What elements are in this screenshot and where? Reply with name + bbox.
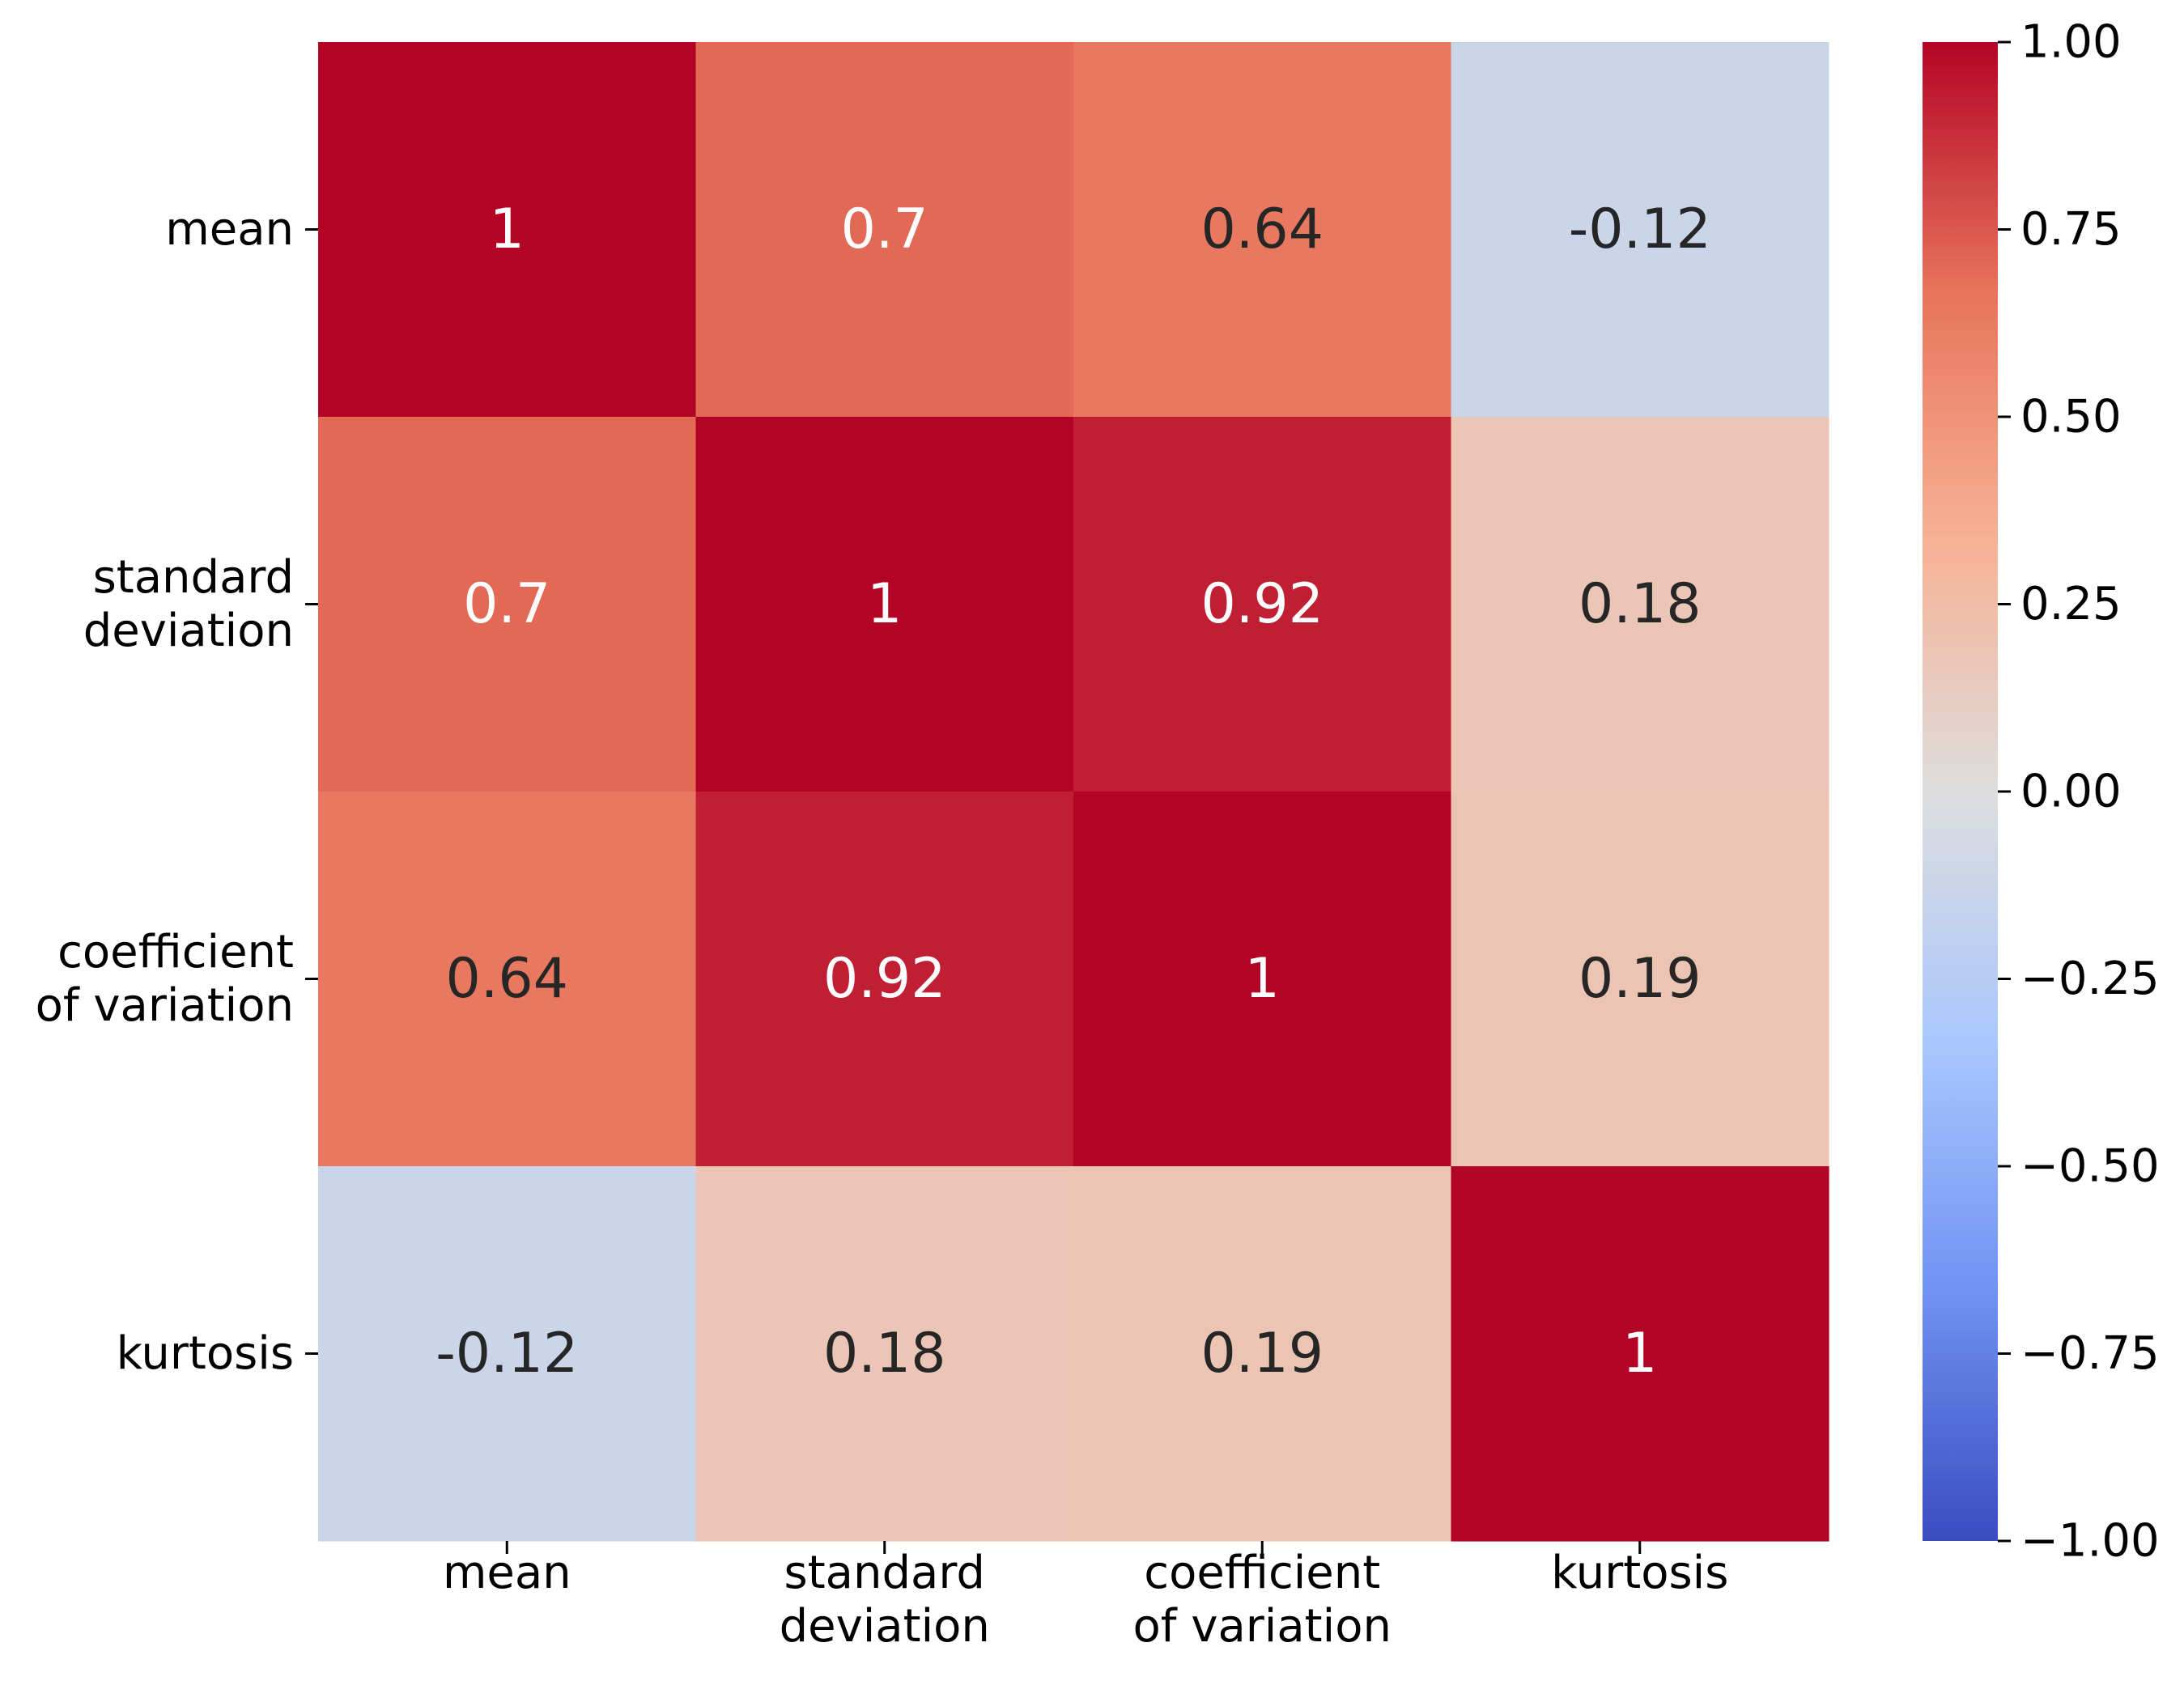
heatmap-cell (1451, 417, 1829, 792)
heatmap-cell (1451, 792, 1829, 1167)
cell-value-label: 1 (1622, 1322, 1657, 1386)
cell-value-label: 0.19 (1201, 1322, 1324, 1386)
x-tick-label: coefficient of variation (1133, 1547, 1392, 1653)
heatmap-cells (318, 42, 1829, 1542)
cell-value-label: 0.18 (823, 1322, 945, 1386)
cell-value-label: 0.64 (1201, 197, 1324, 261)
colorbar-tick-label: −0.50 (2020, 1140, 2160, 1193)
colorbar-tick-label: 0.50 (2020, 391, 2122, 444)
cell-value-label: 1 (490, 197, 525, 261)
colorbar-tick-label: −1.00 (2020, 1515, 2160, 1568)
heatmap-cell (1073, 42, 1452, 418)
colorbar-tick-label: 0.00 (2020, 766, 2122, 818)
y-tick-label: standard deviation (83, 551, 294, 657)
x-tick-label: kurtosis (1551, 1547, 1728, 1599)
cell-value-label: 0.92 (1201, 572, 1324, 636)
heatmap-cell (695, 42, 1074, 418)
colorbar-tick-label: −0.75 (2020, 1327, 2160, 1380)
heatmap-cell (695, 792, 1074, 1167)
cell-value-label: 0.64 (446, 947, 568, 1011)
cell-value-label: 1 (1245, 947, 1280, 1011)
y-tick-label: coefficient of variation (36, 926, 294, 1032)
cell-value-label: 0.18 (1579, 572, 1701, 636)
cell-value-label: 1 (867, 572, 902, 636)
colorbar-tick-label: −0.25 (2020, 953, 2160, 1005)
colorbar-tick-label: 1.00 (2020, 16, 2122, 69)
y-tick-label: mean (165, 203, 294, 256)
heatmap-cell (695, 1166, 1074, 1542)
y-tick-label: kurtosis (117, 1327, 294, 1380)
colorbar-tick-label: 0.25 (2020, 578, 2122, 630)
x-tick-label: standard deviation (780, 1547, 990, 1653)
heatmap-cell (318, 1166, 697, 1542)
cell-value-label: 0.19 (1579, 947, 1701, 1011)
heatmap-cell (1073, 792, 1452, 1167)
heatmap-cell (1073, 1166, 1452, 1542)
x-tick-label: mean (443, 1547, 571, 1599)
cell-value-label: -0.12 (436, 1322, 578, 1386)
heatmap-cell (318, 417, 697, 792)
heatmap-cell (1451, 1166, 1829, 1542)
heatmap-cell (318, 42, 697, 418)
colorbar-tick-label: 0.75 (2020, 203, 2122, 256)
heatmap-annotations: 1 0.7 0.64 -0.12 0.7 1 0.92 0.18 0.64 0.92 1 0.19 -0… (436, 197, 1710, 1386)
heatmap-cell (1451, 42, 1829, 418)
cell-value-label: -0.12 (1569, 197, 1711, 261)
cell-value-label: 0.92 (823, 947, 945, 1011)
cell-value-label: 0.7 (463, 572, 550, 636)
colorbar: 1.00 0.75 0.50 0.25 0.00 −0.25 −0.50 −0.75 −1.00 (1923, 16, 2160, 1568)
heatmap-cell (695, 417, 1074, 792)
heatmap-cell (318, 792, 697, 1167)
colorbar-gradient (1923, 42, 1998, 1541)
cell-value-label: 0.7 (841, 197, 928, 261)
x-axis-ticks: mean standard deviation coefficient of varia… (443, 1541, 1728, 1653)
heatmap-cell (1073, 417, 1452, 792)
y-axis-ticks: mean standard deviation coefficient of varia… (36, 203, 318, 1380)
